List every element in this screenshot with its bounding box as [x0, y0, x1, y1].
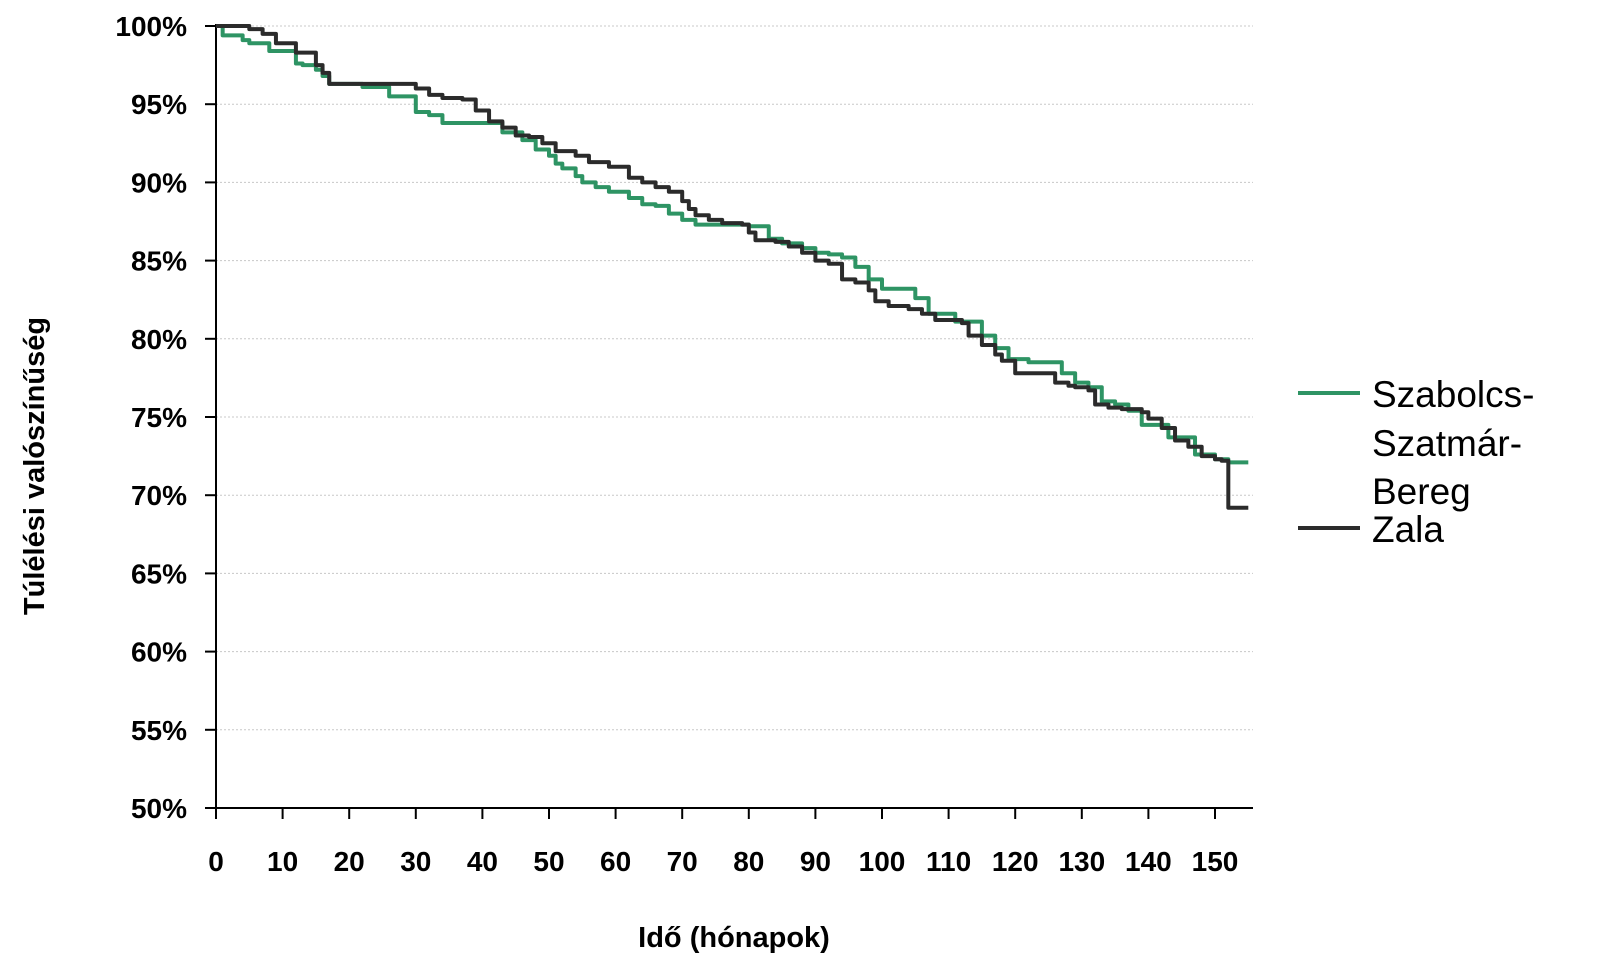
- y-tick-label: 90%: [131, 167, 187, 198]
- x-tick-label: 10: [267, 846, 298, 877]
- x-tick-label: 40: [467, 846, 498, 877]
- axes: [215, 24, 1253, 809]
- y-axis-ticks: 100% 95% 90% 85% 80% 75% 70% 65% 60% 55% 50%: [115, 11, 216, 824]
- legend-label: Bereg: [1372, 471, 1471, 512]
- x-tick-label: 30: [400, 846, 431, 877]
- x-tick-label: 80: [733, 846, 764, 877]
- x-tick-label: 100: [859, 846, 906, 877]
- x-tick-label: 20: [334, 846, 365, 877]
- y-tick-label: 60%: [131, 637, 187, 668]
- y-tick-label: 65%: [131, 558, 187, 589]
- y-tick-label: 70%: [131, 480, 187, 511]
- x-tick-label: 90: [800, 846, 831, 877]
- y-axis-title: Túlélési valószínűség: [19, 317, 51, 615]
- y-tick-label: 50%: [131, 793, 187, 824]
- series-lines: [216, 24, 1249, 510]
- x-axis-title: Idő (hónapok): [638, 922, 830, 954]
- y-tick-label: 85%: [131, 246, 187, 277]
- y-tick-label: 75%: [131, 402, 187, 433]
- x-tick-label: 50: [533, 846, 564, 877]
- x-tick-label: 0: [208, 846, 224, 877]
- series-line-szabolcs-szatmar-bereg: [216, 24, 1249, 465]
- series-line-zala: [216, 24, 1249, 510]
- legend-label: Szabolcs-: [1372, 374, 1534, 415]
- y-tick-label: 80%: [131, 324, 187, 355]
- gridlines: [216, 25, 1253, 731]
- x-tick-label: 130: [1058, 846, 1105, 877]
- x-tick-label: 70: [667, 846, 698, 877]
- y-tick-label: 95%: [131, 89, 187, 120]
- x-tick-label: 60: [600, 846, 631, 877]
- y-tick-label: 55%: [131, 715, 187, 746]
- x-tick-label: 120: [992, 846, 1039, 877]
- legend-label: Zala: [1372, 509, 1444, 550]
- x-tick-label: 140: [1125, 846, 1172, 877]
- x-tick-label: 110: [926, 846, 971, 877]
- x-tick-label: 150: [1192, 846, 1239, 877]
- x-axis-ticks: 0 10 20 30 40 50 60 70 80 90 100 110 120 130 140 150: [208, 808, 1238, 877]
- y-tick-label: 100%: [115, 11, 187, 42]
- legend-label: Szatmár-: [1372, 423, 1522, 464]
